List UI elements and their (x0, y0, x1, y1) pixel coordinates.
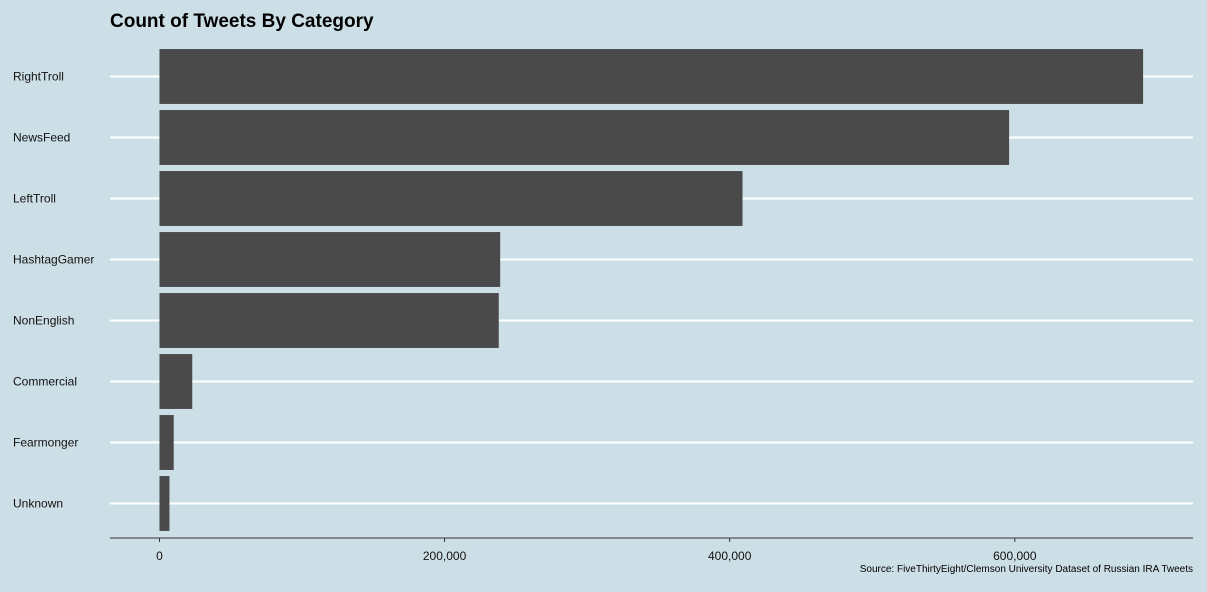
x-tick-label-0: 0 (156, 549, 163, 563)
x-tick-label-1: 200,000 (423, 549, 467, 563)
bar-nonenglish (159, 293, 499, 348)
bar-righttroll (159, 49, 1144, 104)
bar-lefttroll (159, 171, 743, 226)
category-label-fearmonger: Fearmonger (13, 436, 78, 450)
bar-hashtaggamer (159, 232, 501, 287)
bar-unknown (159, 476, 170, 531)
category-label-unknown: Unknown (13, 497, 63, 511)
category-label-commercial: Commercial (13, 375, 77, 389)
category-label-newsfeed: NewsFeed (13, 131, 70, 145)
category-label-hashtaggamer: HashtagGamer (13, 253, 94, 267)
chart-source-caption: Source: FiveThirtyEight/Clemson Universi… (859, 564, 1193, 575)
chart-title: Count of Tweets By Category (110, 11, 374, 32)
bar-commercial (159, 354, 193, 409)
category-label-nonenglish: NonEnglish (13, 314, 74, 328)
bar-newsfeed (159, 110, 1010, 165)
category-label-lefttroll: LeftTroll (13, 192, 56, 206)
category-label-righttroll: RightTroll (13, 70, 64, 84)
bar-fearmonger (159, 415, 174, 470)
x-tick-label-3: 600,000 (993, 549, 1037, 563)
x-tick-label-2: 400,000 (708, 549, 752, 563)
